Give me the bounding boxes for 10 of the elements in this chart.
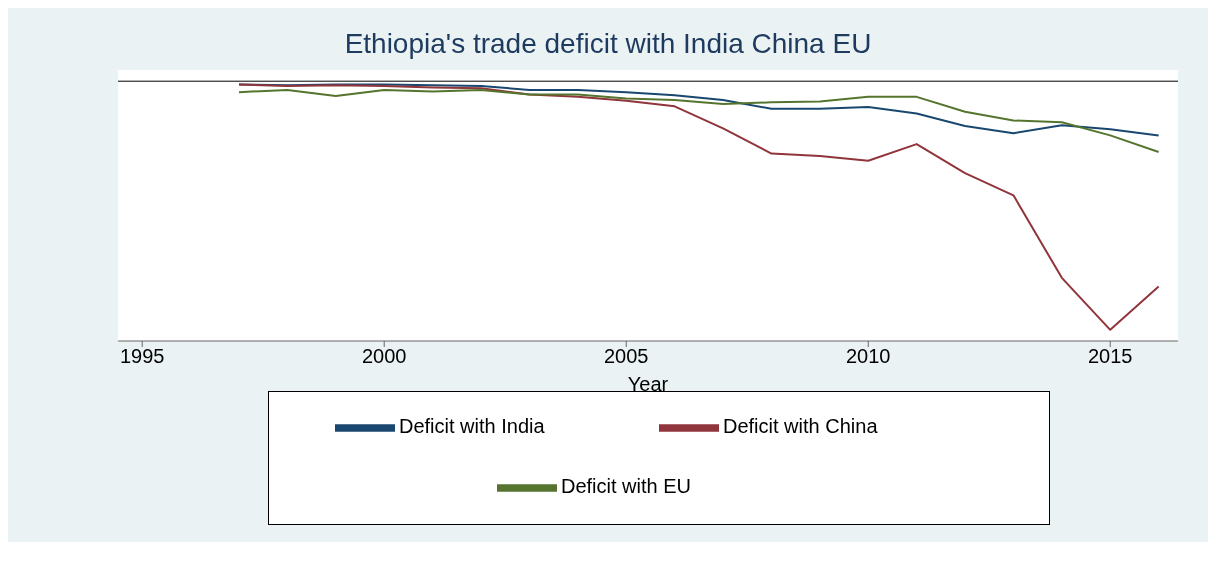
legend-label: Deficit with India	[399, 415, 546, 439]
legend-label: Deficit with EU	[561, 475, 693, 499]
chart-title: Ethiopia's trade deficit with India China EU	[343, 27, 873, 60]
x-tick-label: 2000	[361, 345, 407, 368]
x-tick-label: 2015	[1087, 345, 1133, 368]
x-tick-label: 1995	[119, 345, 165, 368]
x-tick-label: 2010	[845, 345, 891, 368]
x-tick-label: 2005	[603, 345, 649, 368]
legend-label: Deficit with China	[723, 415, 879, 439]
x-axis-title: Year	[627, 373, 669, 395]
